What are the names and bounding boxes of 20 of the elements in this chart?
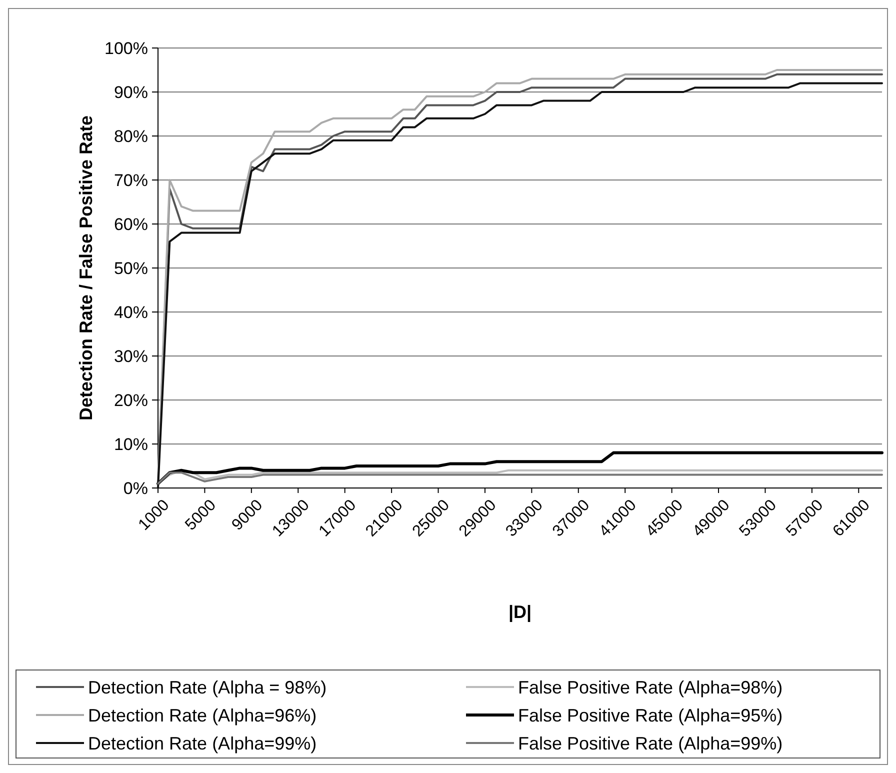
y-tick-label: 40%	[114, 302, 148, 322]
y-tick-label: 100%	[104, 38, 148, 58]
y-tick-label: 80%	[114, 126, 148, 146]
legend-label: Detection Rate (Alpha = 98%)	[88, 677, 327, 698]
legend-label: False Positive Rate (Alpha=99%)	[518, 733, 783, 754]
y-tick-label: 60%	[114, 214, 148, 234]
y-tick-label: 90%	[114, 82, 148, 102]
y-tick-label: 10%	[114, 434, 148, 454]
y-tick-label: 70%	[114, 170, 148, 190]
y-axis-title: Detection Rate / False Positive Rate	[76, 115, 96, 421]
y-tick-label: 0%	[123, 478, 148, 498]
y-tick-label: 30%	[114, 346, 148, 366]
line-series	[156, 451, 884, 486]
legend-label: Detection Rate (Alpha=99%)	[88, 733, 317, 754]
legend-label: Detection Rate (Alpha=96%)	[88, 705, 317, 726]
legend-label: False Positive Rate (Alpha=95%)	[518, 705, 783, 726]
legend-label: False Positive Rate (Alpha=98%)	[518, 677, 783, 698]
y-tick-label: 50%	[114, 258, 148, 278]
y-tick-label: 20%	[114, 390, 148, 410]
x-axis-title: |D|	[508, 602, 532, 622]
